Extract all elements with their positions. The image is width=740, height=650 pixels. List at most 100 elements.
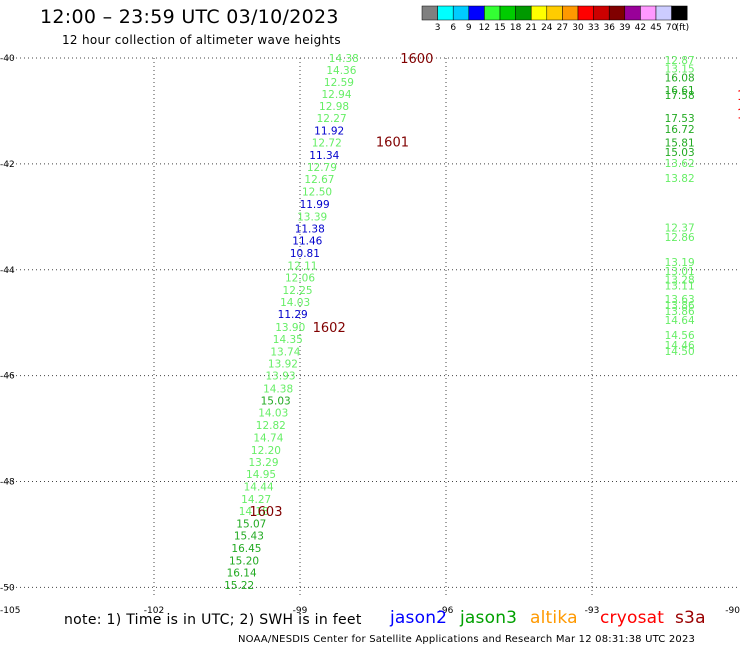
colorbar-swatch — [562, 5, 579, 21]
y-tick-label: -50 — [0, 583, 15, 593]
colorbar-swatch — [608, 5, 626, 21]
colorbar-swatch — [655, 5, 672, 21]
colorbar-label: 21 — [525, 23, 536, 33]
colorbar-label: 42 — [635, 23, 646, 33]
swh-label: 13.62 — [665, 158, 695, 170]
swh-label: 14.36 — [326, 65, 356, 77]
x-tick-label: -105 — [0, 606, 20, 616]
colorbar-swatch — [546, 5, 563, 21]
credit-line: NOAA/NESDIS Center for Satellite Applica… — [238, 634, 696, 645]
legend-jason3: jason3 — [460, 608, 518, 628]
colorbar-swatch — [577, 5, 594, 21]
swh-label: 12.27 — [317, 113, 347, 125]
colorbar-swatch — [624, 5, 641, 21]
swh-label: 14.03 — [258, 408, 288, 420]
y-tick-label: -42 — [0, 160, 15, 170]
swh-label: 15.43 — [234, 531, 264, 543]
swh-label: 13.11 — [665, 281, 695, 293]
swh-label: 13.39 — [297, 211, 327, 223]
swh-label: 14.74 — [253, 433, 283, 445]
x-tick-label: -99 — [293, 606, 308, 616]
swh-label: 12.86 — [665, 232, 695, 244]
swh-label: 12.87 — [665, 55, 695, 67]
swh-label: 10.81 — [290, 248, 320, 260]
time-annotation: 18 — [737, 108, 740, 123]
swh-label: 11.99 — [300, 199, 330, 211]
swh-label: 16.45 — [231, 543, 261, 555]
swh-label: 15.81 — [665, 138, 695, 150]
swh-label: 14.46 — [665, 340, 695, 352]
colorbar-swatch — [640, 5, 657, 21]
swh-label: 12.67 — [304, 174, 334, 186]
swh-label: 14.50 — [665, 346, 695, 358]
swh-label: 15.20 — [229, 555, 259, 567]
colorbar-label: 6 — [450, 23, 456, 33]
swh-label: 11.38 — [295, 223, 325, 235]
colorbar-swatch — [499, 5, 516, 21]
swh-label: 14.35 — [273, 334, 303, 346]
swh-label: 12.59 — [324, 77, 354, 89]
swh-label: 14.64 — [665, 315, 695, 327]
swh-label: 16.14 — [227, 568, 257, 580]
swh-label: 13.01 — [665, 266, 695, 278]
swh-label: 14.44 — [244, 481, 274, 493]
swh-label: 12.25 — [283, 285, 313, 297]
swh-label: 16.61 — [665, 85, 695, 97]
colorbar-label: 27 — [557, 23, 568, 33]
swh-label: 11.92 — [314, 126, 344, 138]
swh-label: 13.92 — [268, 358, 298, 370]
swh-label: 12.11 — [287, 261, 317, 273]
y-tick-label: -40 — [0, 54, 15, 64]
colorbar-label: 18 — [510, 23, 522, 33]
swh-label: 15.22 — [224, 580, 254, 592]
swh-label: 11.34 — [309, 150, 339, 162]
colorbar-swatch — [437, 5, 454, 21]
legend-cryosat: cryosat — [600, 608, 665, 628]
x-tick-label: -96 — [439, 606, 454, 616]
colorbar-swatch — [452, 5, 470, 21]
swh-label: 14.38 — [263, 383, 293, 395]
swh-label: 12.82 — [256, 420, 286, 432]
colorbar-label: 70 — [666, 23, 678, 33]
swh-label: 15.03 — [261, 396, 291, 408]
swh-label: 13.29 — [248, 457, 278, 469]
colorbar-unit: (ft) — [676, 23, 690, 33]
swh-label: 13.28 — [665, 274, 695, 286]
swh-label: 17.58 — [665, 90, 695, 102]
swh-label: 12.98 — [319, 101, 349, 113]
legend-s3a: s3a — [675, 608, 706, 628]
swh-label: 13.82 — [665, 173, 695, 185]
colorbar-swatch — [593, 5, 610, 21]
colorbar-label: 15 — [494, 23, 505, 33]
time-annotation: 1602 — [313, 321, 346, 336]
colorbar-label: 33 — [588, 23, 599, 33]
y-tick-label: -44 — [0, 266, 15, 276]
x-tick-label: -90 — [725, 606, 740, 616]
swh-label: 16.72 — [665, 124, 695, 136]
colorbar-label: 39 — [619, 23, 631, 33]
y-tick-label: -46 — [0, 372, 15, 382]
swh-label: 12.79 — [307, 162, 337, 174]
colorbar-swatch — [468, 5, 485, 21]
time-annotation: 1600 — [400, 52, 433, 67]
x-tick-label: -93 — [585, 606, 600, 616]
swh-label: 15.07 — [236, 518, 266, 530]
colorbar-label: 30 — [572, 23, 584, 33]
footer-note: note: 1) Time is in UTC; 2) SWH is in fe… — [64, 612, 362, 628]
swh-label: 13.19 — [665, 257, 695, 269]
swh-label: 13.74 — [270, 346, 300, 358]
y-tick-label: -48 — [0, 478, 15, 488]
colorbar-label: 9 — [466, 23, 472, 33]
legend-jason2: jason2 — [390, 608, 448, 628]
swh-label: 14.03 — [280, 297, 310, 309]
swh-label: 13.90 — [275, 322, 305, 334]
swh-label: 12.72 — [312, 138, 342, 150]
colorbar-label: 12 — [479, 23, 490, 33]
swh-label: 13.63 — [665, 294, 695, 306]
colorbar-swatch — [515, 5, 532, 21]
swh-label: 14.18 — [239, 506, 269, 518]
swh-label: 12.20 — [251, 445, 281, 457]
colorbar-label: 3 — [435, 23, 441, 33]
